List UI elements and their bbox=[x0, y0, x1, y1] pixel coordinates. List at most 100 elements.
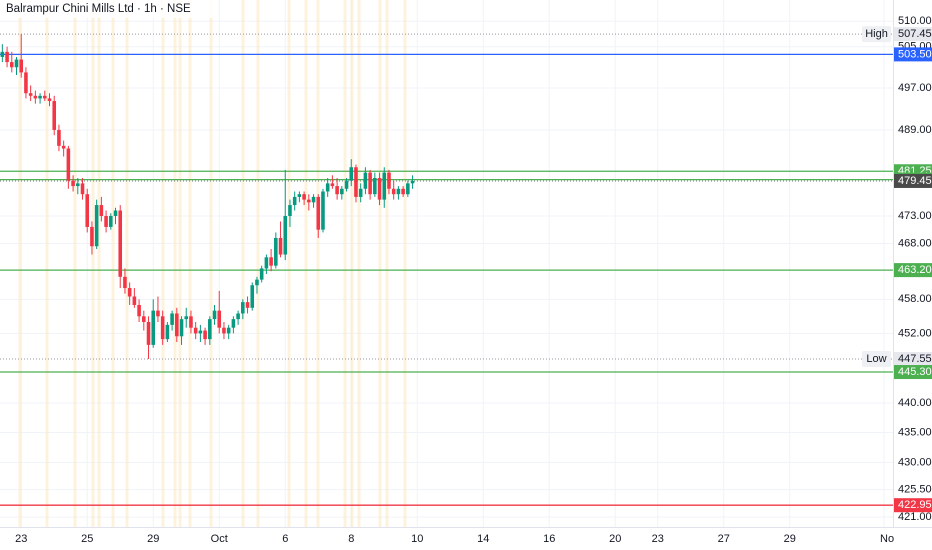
y-tick-label: 458.00 bbox=[898, 293, 932, 305]
highlight-band bbox=[403, 0, 407, 527]
candle-body bbox=[52, 101, 57, 130]
candle-body bbox=[80, 183, 85, 195]
candle-body bbox=[109, 215, 113, 227]
candle-body bbox=[193, 327, 198, 334]
candles bbox=[0, 34, 415, 360]
candle-body bbox=[264, 257, 269, 269]
last-price-label: 479.45 bbox=[898, 175, 932, 187]
candle-body bbox=[222, 327, 226, 334]
candle-body bbox=[198, 330, 203, 334]
highlight-band bbox=[173, 0, 177, 527]
candle-body bbox=[354, 167, 358, 197]
highlight-band bbox=[18, 0, 22, 527]
candle-body bbox=[189, 316, 193, 328]
marker-name-box bbox=[862, 351, 891, 368]
candle-body bbox=[391, 188, 396, 195]
candle-body bbox=[175, 313, 179, 337]
candle-body bbox=[396, 188, 401, 195]
candle-body bbox=[208, 319, 212, 340]
candle-body bbox=[321, 191, 325, 230]
highlight-band bbox=[73, 0, 77, 527]
level-badge bbox=[894, 263, 932, 278]
candle-body bbox=[90, 226, 94, 247]
x-tick-label: 23 bbox=[15, 533, 27, 545]
highlight-band bbox=[111, 0, 115, 527]
levels bbox=[0, 33, 893, 506]
highlight-band bbox=[316, 0, 320, 527]
candle-body bbox=[33, 95, 38, 99]
candle-body bbox=[71, 180, 75, 187]
candle-body bbox=[42, 95, 47, 99]
level-label: 445.30 bbox=[898, 366, 932, 378]
candle-body bbox=[66, 148, 71, 181]
highlight-band bbox=[350, 0, 354, 527]
marker-name: Low bbox=[866, 353, 886, 365]
highlight-band bbox=[178, 0, 182, 527]
candle-body bbox=[146, 321, 151, 345]
candle-body bbox=[113, 210, 118, 216]
x-tick-label: 14 bbox=[477, 533, 489, 545]
candle-body bbox=[283, 215, 288, 255]
candle-body bbox=[179, 319, 184, 337]
marker-name: High bbox=[865, 28, 888, 40]
candle-body bbox=[325, 183, 330, 192]
highlight-band bbox=[343, 0, 347, 527]
candle-body bbox=[127, 288, 132, 297]
candle-body bbox=[0, 51, 5, 57]
y-tick-label: 489.00 bbox=[898, 124, 932, 136]
candle-body bbox=[94, 205, 99, 247]
candle-body bbox=[184, 316, 189, 320]
candle-body bbox=[28, 93, 33, 96]
title-backdrop bbox=[0, 0, 215, 18]
candle-body bbox=[19, 59, 24, 73]
candle-body bbox=[38, 95, 42, 99]
candle-body bbox=[406, 183, 410, 195]
candle-body bbox=[274, 237, 278, 266]
candle-body bbox=[368, 172, 372, 195]
x-tick-label: 29 bbox=[147, 533, 159, 545]
candle-body bbox=[401, 188, 405, 195]
highlight-band bbox=[385, 0, 389, 527]
candle-body bbox=[104, 215, 108, 227]
level-label: 503.50 bbox=[898, 48, 932, 60]
candle-body bbox=[410, 180, 415, 184]
chart-title: Balrampur Chini Mills Ltd · 1h · NSE bbox=[6, 3, 191, 15]
highlight-band bbox=[304, 0, 308, 527]
highlight-band bbox=[45, 0, 49, 527]
y-tick-label: 473.00 bbox=[898, 210, 932, 222]
candle-body bbox=[24, 72, 28, 94]
candle-body bbox=[241, 302, 245, 314]
candle-body bbox=[302, 194, 306, 200]
y-tick-label: 468.00 bbox=[898, 237, 932, 249]
candle-body bbox=[255, 279, 259, 286]
candle-body bbox=[61, 145, 66, 149]
candle-body bbox=[382, 172, 387, 200]
x-tick-label: No bbox=[880, 533, 894, 545]
marker-label: 447.55 bbox=[898, 353, 932, 365]
candle-body bbox=[245, 302, 250, 308]
y-tick-label: 430.00 bbox=[898, 456, 932, 468]
axes: 510.00505.00497.00489.00473.00468.00458.… bbox=[15, 15, 932, 545]
candle-body bbox=[118, 210, 123, 277]
candle-body bbox=[340, 188, 344, 195]
candle-body bbox=[85, 194, 90, 227]
candle-body bbox=[349, 167, 354, 181]
candle-body bbox=[99, 205, 104, 216]
highlight-band bbox=[97, 0, 101, 527]
candle-body bbox=[142, 316, 146, 322]
highlight-band bbox=[161, 0, 165, 527]
x-tick-label: 27 bbox=[718, 533, 730, 545]
highlight-band bbox=[91, 0, 95, 527]
candle-body bbox=[123, 276, 127, 289]
last-price-badge bbox=[894, 173, 932, 188]
candle-body bbox=[377, 177, 382, 200]
candle-body bbox=[358, 188, 363, 197]
level-label: 422.95 bbox=[898, 499, 932, 511]
candle-body bbox=[250, 285, 255, 308]
candle-body bbox=[259, 268, 264, 280]
x-tick-label: 23 bbox=[652, 533, 664, 545]
candle-body bbox=[47, 98, 52, 102]
candle-body bbox=[212, 310, 217, 320]
